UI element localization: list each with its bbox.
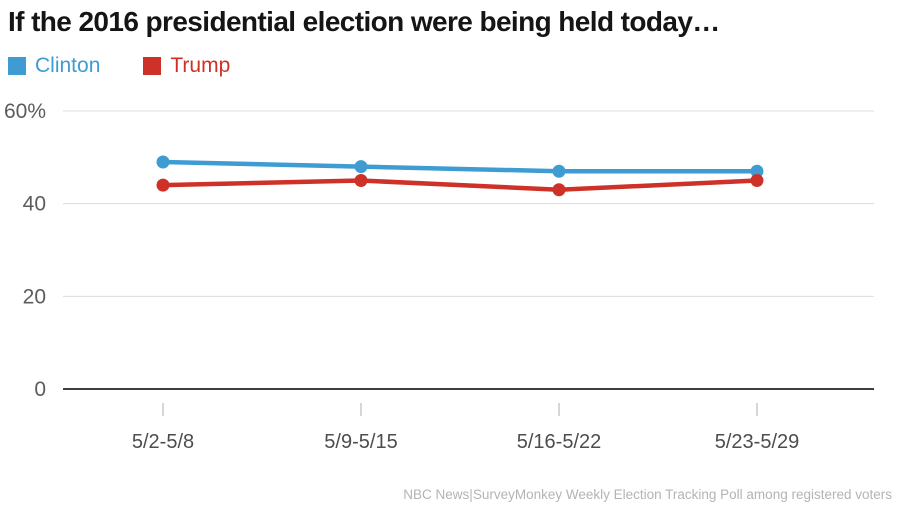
y-axis-label: 60% [4, 100, 46, 123]
chart-title: If the 2016 presidential election were b… [8, 6, 720, 37]
clinton-point [552, 164, 566, 178]
trump-point [156, 178, 170, 192]
x-axis-label: 5/9-5/15 [324, 431, 397, 453]
clinton-point [156, 155, 170, 169]
legend: Clinton Trump [8, 55, 230, 76]
y-axis-label: 40 [23, 193, 46, 216]
x-axis-label: 5/2-5/8 [132, 431, 194, 453]
clinton-point [354, 160, 368, 174]
legend-item-clinton[interactable]: Clinton [8, 55, 100, 76]
trump-point [552, 183, 566, 197]
legend-label-clinton: Clinton [35, 54, 101, 77]
clinton-point [750, 164, 764, 178]
trump-point [750, 174, 764, 187]
x-axis-label: 5/23-5/29 [715, 431, 800, 453]
clinton-line [160, 159, 760, 174]
x-axis-label: 5/16-5/22 [517, 431, 602, 453]
y-axis-label: 20 [23, 285, 46, 308]
trump-swatch-icon [143, 56, 162, 75]
trump-line [160, 178, 760, 193]
trump-point [354, 174, 368, 187]
clinton-swatch-icon [8, 56, 26, 75]
source-attribution: NBC News|SurveyMonkey Weekly Election Tr… [403, 487, 892, 502]
y-axis-label: 0 [34, 378, 46, 401]
legend-item-trump[interactable]: Trump [143, 55, 230, 76]
legend-label-trump: Trump [170, 54, 231, 77]
